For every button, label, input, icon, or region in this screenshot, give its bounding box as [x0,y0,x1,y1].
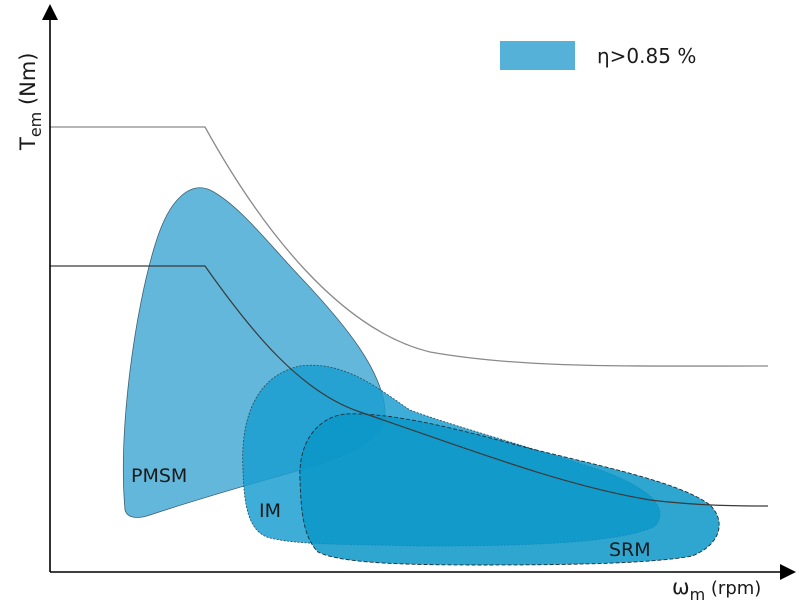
x-axis-label: ωm (rpm) [672,575,761,604]
y-axis-label-sub: em [26,112,45,137]
y-axis-label: Tem (Nm) [16,53,45,152]
pmsm-label: PMSM [131,465,187,487]
legend-label: η>0.85 % [597,44,696,68]
x-axis-label-sub: m [690,585,706,604]
lower-torque-limit-curve [50,265,769,507]
srm-label: SRM [609,539,651,561]
upper-torque-limit-curve [50,126,769,367]
legend: η>0.85 % [500,41,696,70]
y-axis-label-unit: (Nm) [16,53,40,112]
im-label: IM [259,500,281,522]
x-axis-label-unit: (rpm) [705,578,761,599]
x-axis-label-main: ω [672,575,690,599]
y-axis-label-main: T [16,137,40,151]
srm-region [299,413,720,566]
legend-swatch [500,41,575,70]
